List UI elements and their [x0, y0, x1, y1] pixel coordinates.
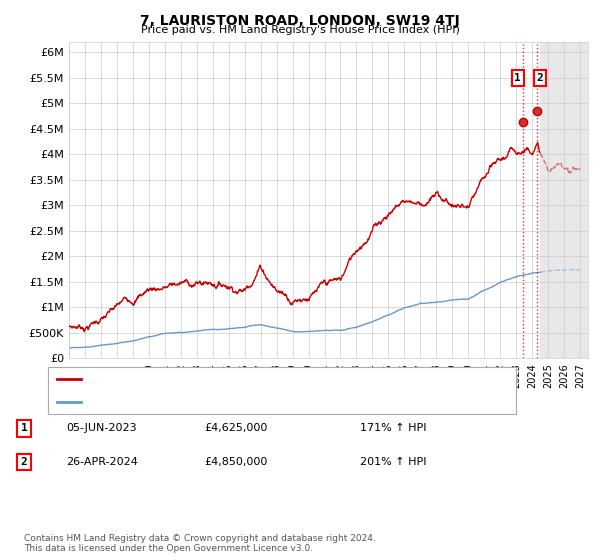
- Text: 2: 2: [20, 457, 28, 467]
- Text: 201% ↑ HPI: 201% ↑ HPI: [360, 457, 427, 467]
- Text: 171% ↑ HPI: 171% ↑ HPI: [360, 423, 427, 433]
- Text: 26-APR-2024: 26-APR-2024: [66, 457, 138, 467]
- Text: 05-JUN-2023: 05-JUN-2023: [66, 423, 137, 433]
- Bar: [540, 42, 600, 358]
- Text: HPI: Average price, detached house, Merton: HPI: Average price, detached house, Mert…: [87, 396, 317, 407]
- Text: 7, LAURISTON ROAD, LONDON, SW19 4TJ: 7, LAURISTON ROAD, LONDON, SW19 4TJ: [140, 14, 460, 28]
- Text: 7, LAURISTON ROAD, LONDON, SW19 4TJ (detached house): 7, LAURISTON ROAD, LONDON, SW19 4TJ (det…: [87, 374, 396, 384]
- Text: 2: 2: [537, 73, 544, 83]
- Text: £4,625,000: £4,625,000: [204, 423, 268, 433]
- Text: 1: 1: [20, 423, 28, 433]
- Text: Contains HM Land Registry data © Crown copyright and database right 2024.
This d: Contains HM Land Registry data © Crown c…: [24, 534, 376, 553]
- Text: £4,850,000: £4,850,000: [204, 457, 268, 467]
- Text: Price paid vs. HM Land Registry's House Price Index (HPI): Price paid vs. HM Land Registry's House …: [140, 25, 460, 35]
- Text: 1: 1: [514, 73, 521, 83]
